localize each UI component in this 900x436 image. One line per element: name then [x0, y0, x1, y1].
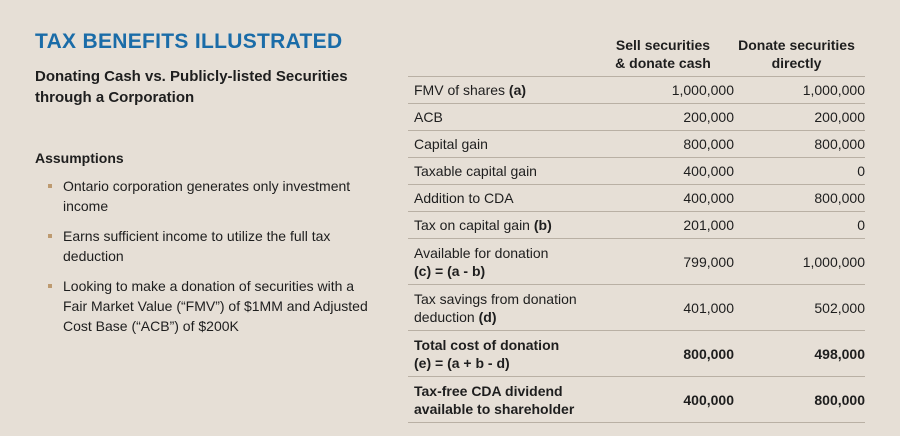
cell-donate: 0 [857, 163, 865, 179]
row-label-text: available to shareholder [414, 400, 575, 417]
column-header-text: directly [771, 55, 822, 71]
left-panel: TAX BENEFITS ILLUSTRATED Donating Cash v… [35, 30, 375, 346]
table-header: Sell securities & donate cash Donate sec… [408, 36, 865, 77]
page-title: TAX BENEFITS ILLUSTRATED [35, 30, 343, 53]
table-row-total: Tax-free CDA dividend available to share… [408, 377, 865, 423]
assumptions-list: Ontario corporation generates only inves… [35, 176, 375, 336]
row-label-ref: (c) = (a - b) [414, 262, 486, 279]
cell-sell: 200,000 [683, 109, 734, 125]
table-row: ACB 200,000 200,000 [408, 104, 865, 131]
row-label: FMV of shares (a) [408, 81, 604, 99]
bullet-square-icon [48, 284, 52, 288]
cell-sell: 400,000 [683, 190, 734, 206]
table-row: FMV of shares (a) 1,000,000 1,000,000 [408, 77, 865, 104]
table-row: Tax on capital gain (b) 201,000 0 [408, 212, 865, 239]
assumptions-heading: Assumptions [35, 150, 124, 166]
header-spacer [408, 36, 598, 76]
cell-donate: 1,000,000 [802, 253, 865, 270]
row-label: Addition to CDA [414, 190, 514, 206]
assumption-item: Earns sufficient income to utilize the f… [35, 226, 373, 266]
row-label-text: deduction [414, 308, 475, 325]
cell-donate: 0 [857, 217, 865, 233]
row-label-text: Tax on capital gain [414, 217, 530, 233]
row-label-text: Available for donation [414, 244, 549, 261]
cell-sell: 800,000 [683, 136, 734, 152]
cell-sell: 400,000 [683, 391, 734, 408]
column-header-donate: Donate securities directly [728, 36, 865, 76]
row-label-ref: (a) [508, 82, 527, 98]
row-label: Tax on capital gain (b) [408, 216, 604, 234]
row-label-text: Total cost of donation [414, 336, 560, 353]
row-label-ref: (d) [478, 308, 497, 325]
assumption-item: Ontario corporation generates only inves… [35, 176, 373, 216]
row-label-text: Tax-free CDA dividend [414, 382, 563, 399]
cell-donate: 502,000 [814, 299, 865, 316]
table-row: Available for donation (c) = (a - b) 799… [408, 239, 865, 285]
row-label: Total cost of donation (e) = (a + b - d) [408, 336, 604, 372]
table-row: Tax savings from donation deduction (d) … [408, 285, 865, 331]
row-label-text: (e) = (a + b - d) [414, 354, 510, 371]
row-label-ref: (b) [533, 217, 552, 233]
assumption-text: Ontario corporation generates only inves… [63, 178, 351, 214]
cell-sell: 400,000 [683, 163, 734, 179]
table-row: Addition to CDA 400,000 800,000 [408, 185, 865, 212]
row-label: Tax-free CDA dividend available to share… [408, 382, 604, 418]
row-label: Tax savings from donation deduction (d) [408, 290, 604, 326]
cell-sell: 799,000 [683, 253, 734, 270]
table-row-total: Total cost of donation (e) = (a + b - d)… [408, 331, 865, 377]
table-row: Capital gain 800,000 800,000 [408, 131, 865, 158]
bullet-square-icon [48, 234, 52, 238]
row-label: Capital gain [414, 136, 488, 152]
cell-sell: 401,000 [683, 299, 734, 316]
comparison-table: Sell securities & donate cash Donate sec… [408, 36, 865, 423]
page-subtitle: Donating Cash vs. Publicly-listed Securi… [35, 68, 348, 106]
cell-donate: 1,000,000 [802, 82, 865, 98]
cell-sell: 1,000,000 [671, 82, 734, 98]
cell-sell: 201,000 [683, 217, 734, 233]
column-header-text: & donate cash [615, 55, 711, 71]
column-header-sell: Sell securities & donate cash [598, 36, 728, 76]
row-label: Available for donation (c) = (a - b) [408, 244, 604, 280]
cell-donate: 498,000 [814, 345, 865, 362]
row-label-text: FMV of shares [414, 82, 506, 98]
assumption-text: Earns sufficient income to utilize the f… [63, 228, 331, 264]
column-header-text: Donate securities [738, 37, 855, 53]
cell-donate: 200,000 [814, 109, 865, 125]
row-label: ACB [414, 109, 443, 125]
row-label: Taxable capital gain [414, 163, 537, 179]
cell-donate: 800,000 [814, 391, 865, 408]
table-row: Taxable capital gain 400,000 0 [408, 158, 865, 185]
assumption-item: Looking to make a donation of securities… [35, 276, 373, 336]
row-label-text: Tax savings from donation [414, 290, 577, 307]
cell-donate: 800,000 [814, 136, 865, 152]
column-header-text: Sell securities [615, 37, 711, 53]
bullet-square-icon [48, 184, 52, 188]
cell-donate: 800,000 [814, 190, 865, 206]
assumption-text: Looking to make a donation of securities… [63, 278, 368, 334]
cell-sell: 800,000 [683, 345, 734, 362]
